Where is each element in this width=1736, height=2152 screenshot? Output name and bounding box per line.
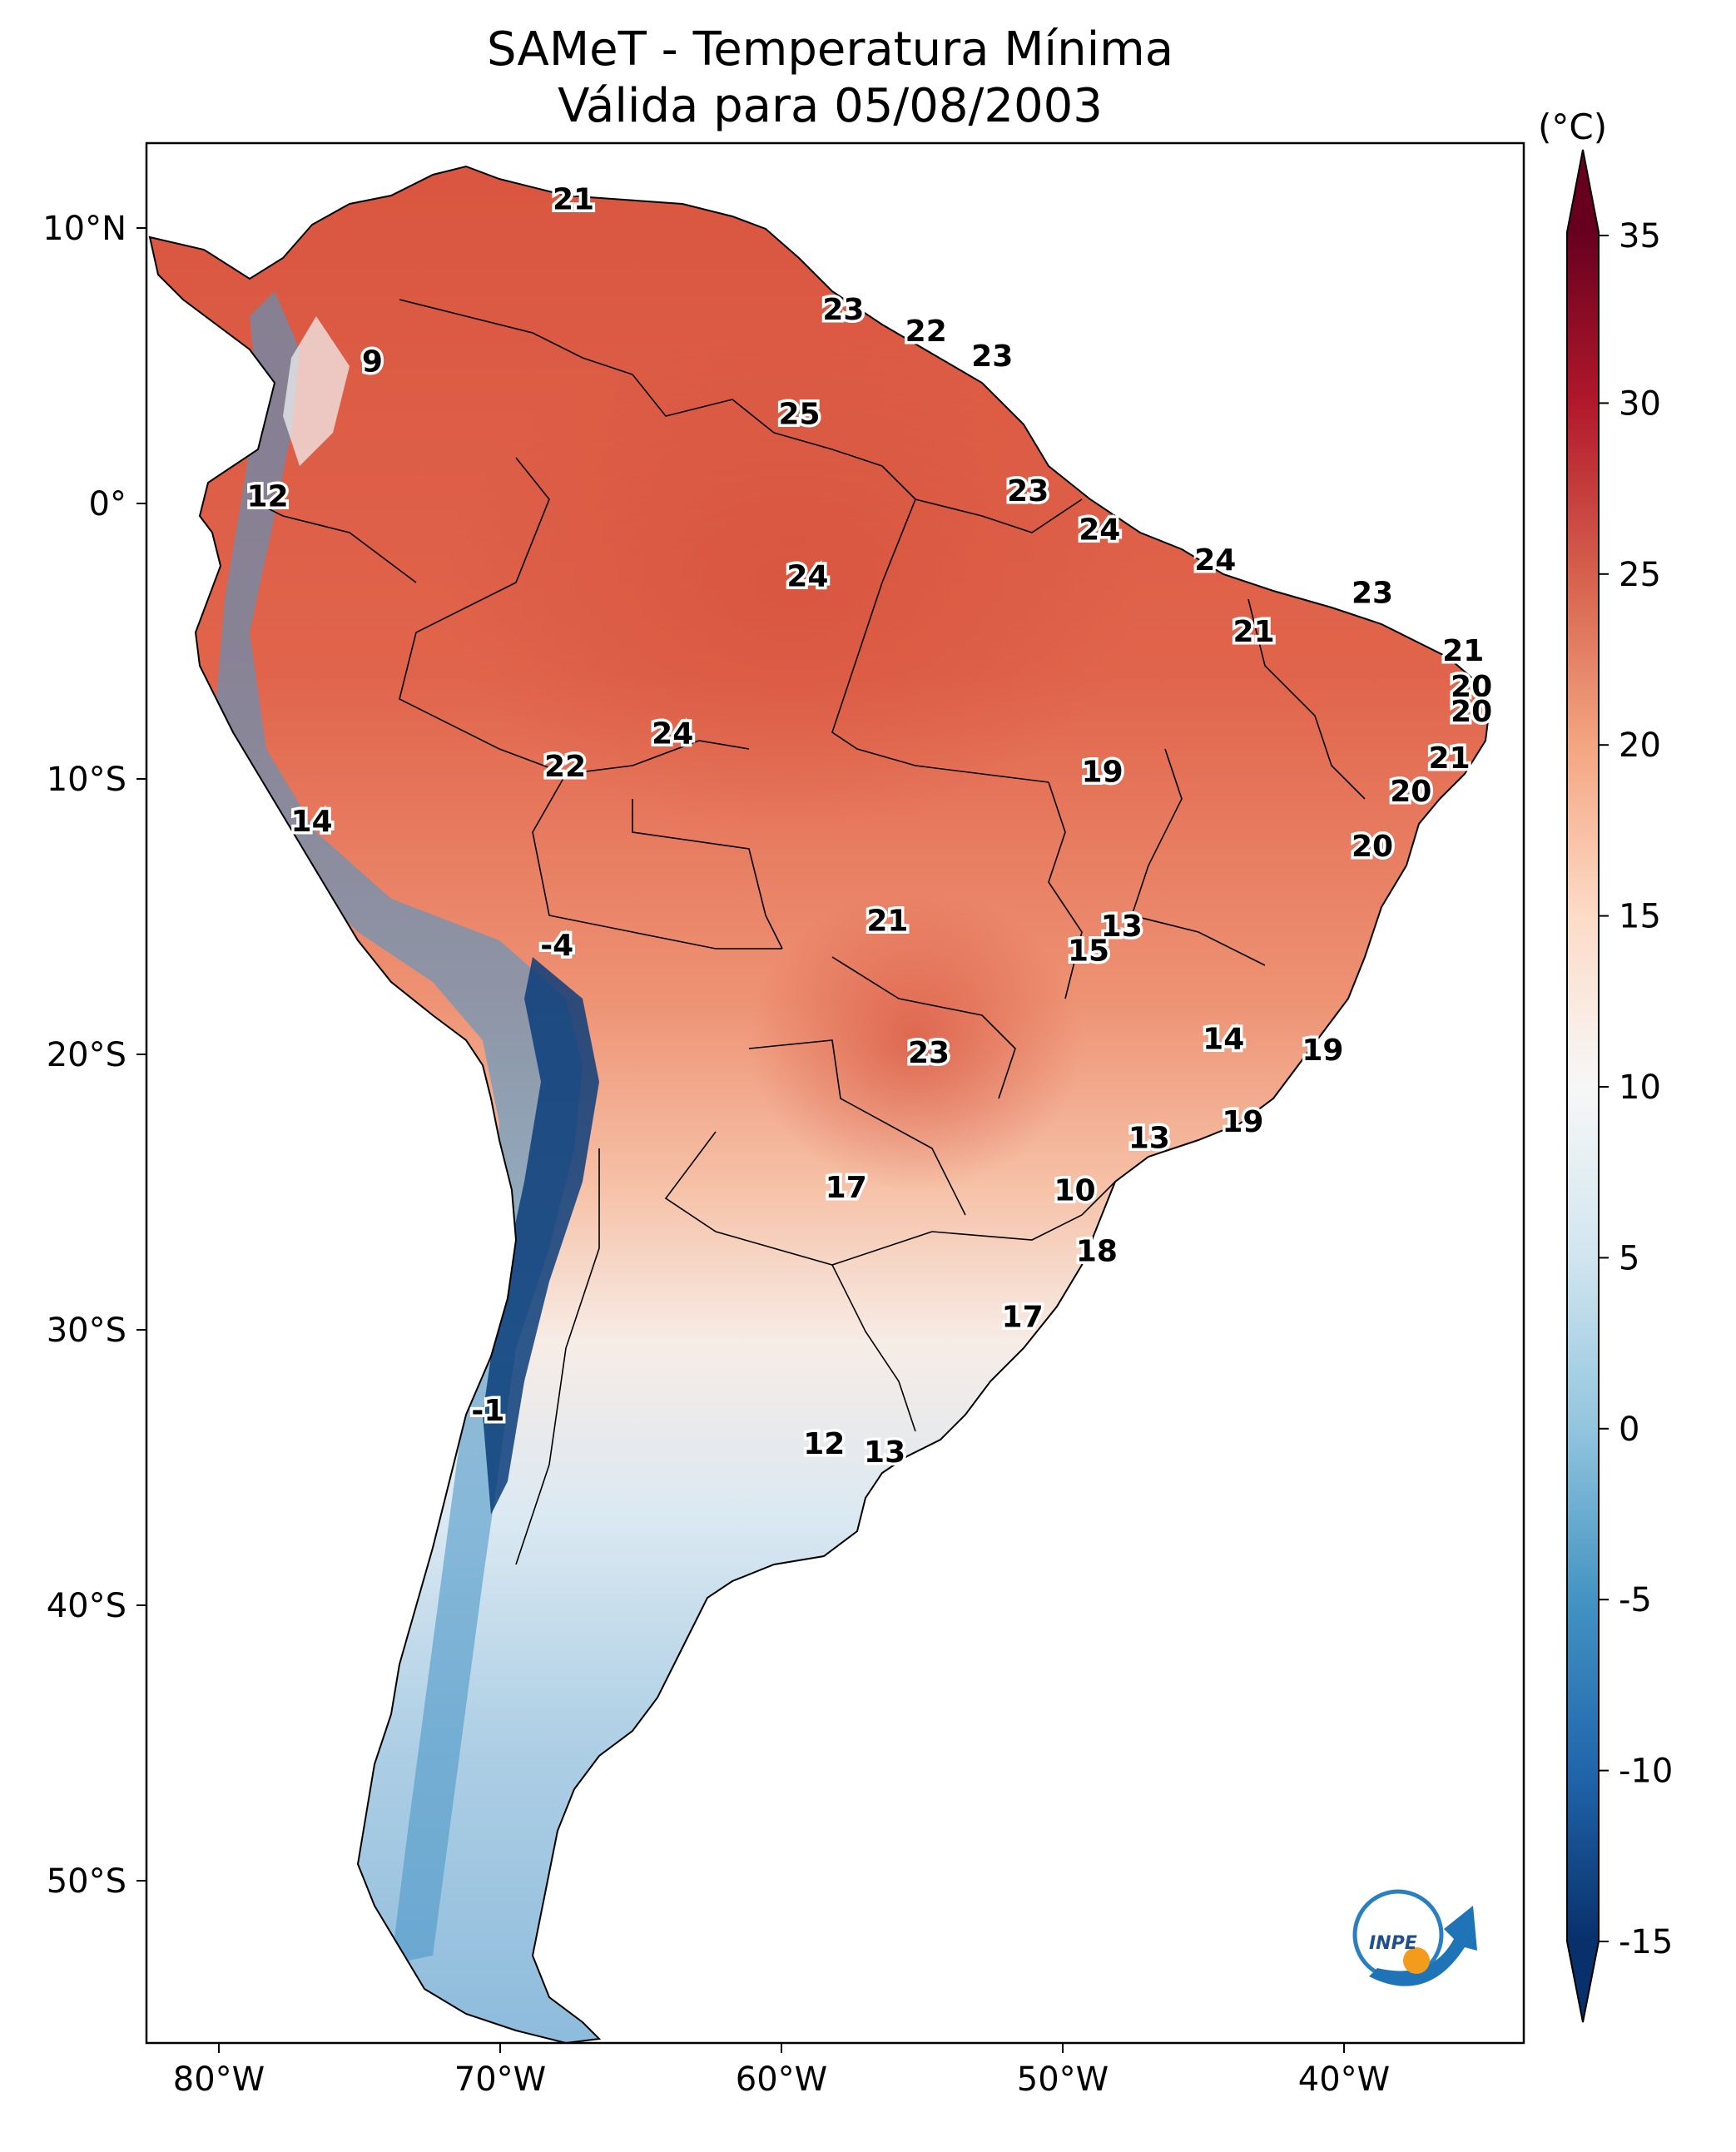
lat-label-40s: 40°S [47,1587,126,1625]
station-value-label: 17 [1002,1301,1044,1335]
lat-label-50s: 50°S [47,1862,126,1901]
colorbar-gradient [1567,232,1599,1941]
station-value-label: 19 [1302,1034,1343,1068]
station-value-label: 22 [544,750,586,784]
station-value-label: 23 [971,340,1013,374]
colorbar-tick-label: 15 [1619,898,1661,936]
lat-axis: 10°N 0° 10°S 20°S 30°S 40°S 50°S [42,210,146,1901]
station-value-label: 24 [652,717,693,751]
lon-label-60w: 60°W [736,2060,827,2099]
station-value-label: 21 [1442,634,1484,668]
chart-title-line1: SAMeT - Temperatura Mínima [486,22,1174,77]
inpe-logo: INPE [1352,1889,1477,1986]
lon-axis: 80°W 70°W 60°W 50°W 40°W [173,2043,1390,2099]
station-value-label: 23 [1352,577,1393,611]
station-value-label: 13 [1128,1122,1170,1156]
station-value-label: 13 [1101,910,1143,944]
lat-label-30s: 30°S [47,1312,126,1350]
station-value-label: 23 [908,1036,950,1070]
station-value-label: 14 [291,805,333,839]
station-value-label: 24 [1194,543,1236,578]
plot-frame [145,141,1525,2045]
station-value-label: 17 [826,1171,867,1205]
station-value-label: 23 [1007,474,1049,508]
colorbar: 35 30 25 20 15 10 5 0 -5 -10 -15 [1566,149,1673,2023]
station-value-label: 12 [247,480,289,514]
colorbar-tick-label: 0 [1619,1411,1639,1449]
station-value-label: 21 [553,182,594,216]
colorbar-tick-label: 35 [1619,217,1661,255]
station-value-label: 12 [803,1427,845,1461]
colorbar-tick-label: 10 [1619,1069,1661,1107]
station-value-label: 25 [778,398,820,432]
station-value-label: -1 [471,1394,504,1428]
station-value-label: 9 [362,345,383,379]
station-value-label: 21 [1429,741,1471,776]
station-value-label: 19 [1082,756,1123,790]
station-value-label: 20 [1352,830,1393,864]
colorbar-unit: (°C) [1538,107,1608,147]
political-borders [249,299,1366,1565]
station-value-label: 20 [1451,695,1492,729]
station-value-label: 14 [1203,1023,1244,1057]
lat-label-10n: 10°N [42,210,126,248]
colorbar-tick-label: -15 [1619,1923,1673,1961]
chart-title-line2: Válida para 05/08/2003 [558,79,1103,133]
station-value-label: 20 [1451,670,1492,704]
colorbar-top-arrow [1567,150,1599,232]
lat-label-0: 0° [89,485,126,523]
lat-label-10s: 10°S [47,761,126,799]
station-value-label: 20 [1390,775,1431,809]
colorbar-bottom-arrow [1567,1941,1599,2022]
station-value-label: 19 [1222,1105,1263,1139]
colorbar-tick-label: 20 [1619,726,1661,765]
station-value-label: 13 [864,1435,905,1470]
station-value-label: 24 [1079,513,1120,548]
coastline [148,165,1491,2045]
lon-label-70w: 70°W [454,2060,546,2099]
colorbar-tick-label: -10 [1619,1753,1673,1791]
colorbar-tick-label: 25 [1619,556,1661,594]
lat-label-20s: 20°S [47,1036,126,1074]
svg-text:INPE: INPE [1369,1933,1417,1954]
station-value-label: -4 [540,929,573,963]
lon-label-80w: 80°W [173,2060,265,2099]
station-value-label: 18 [1076,1234,1118,1268]
station-value-label: 21 [866,904,908,938]
colorbar-tick-label: 30 [1619,384,1661,423]
station-value-label: 15 [1068,935,1109,969]
station-value-label: 21 [1233,615,1275,649]
station-value-label: 10 [1054,1174,1095,1208]
lon-label-50w: 50°W [1017,2060,1109,2099]
colorbar-tick-label: 5 [1619,1239,1639,1277]
station-value-label: 23 [822,293,864,327]
station-value-label: 22 [905,315,947,349]
colorbar-tick-label: -5 [1619,1581,1652,1619]
lon-label-40w: 40°W [1298,2060,1390,2099]
station-value-label: 24 [786,560,828,594]
